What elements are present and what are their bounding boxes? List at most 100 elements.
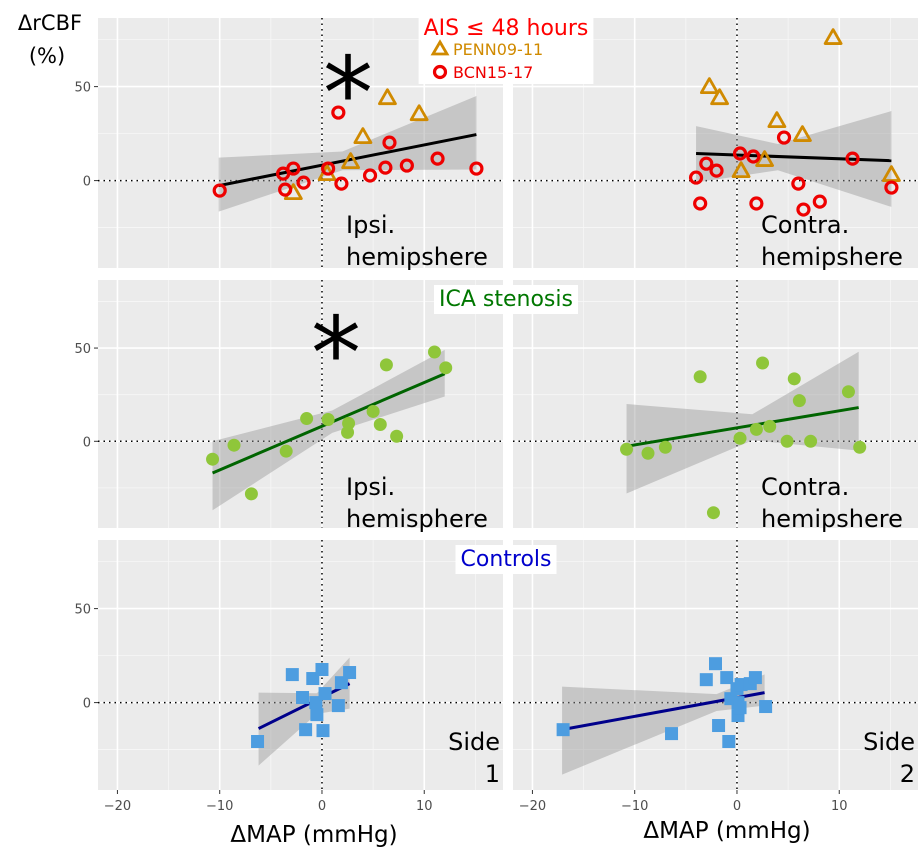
data-point	[763, 419, 777, 433]
data-point	[720, 671, 734, 685]
data-point	[746, 149, 761, 164]
data-point	[212, 183, 227, 198]
data-point	[706, 506, 720, 520]
data-point	[315, 663, 329, 677]
row-title-box	[455, 545, 557, 574]
legend-marker	[430, 39, 450, 56]
data-point	[378, 88, 397, 106]
data-point	[331, 105, 346, 120]
marks: Ipsi. hemipshere * Contra. hemipshere AIS ≤ 4…	[206, 14, 915, 788]
confidence-band	[218, 96, 477, 212]
data-point	[665, 727, 679, 741]
data-point	[641, 446, 655, 460]
panel-annotation: Ipsi.	[346, 211, 395, 239]
data-point	[296, 175, 311, 190]
data-point	[353, 127, 373, 145]
data-point	[853, 440, 867, 454]
data-point	[796, 202, 811, 217]
data-point	[341, 152, 361, 170]
y-tick-label: 0	[83, 435, 91, 450]
panel-annotation: Contra.	[761, 473, 849, 501]
data-point	[748, 671, 762, 685]
confidence-band	[626, 351, 859, 494]
data-point	[699, 77, 719, 95]
data-point	[791, 176, 806, 191]
data-point	[427, 345, 441, 359]
data-point	[793, 125, 812, 142]
data-point	[688, 170, 704, 185]
x-tick-label: −20	[519, 799, 546, 814]
data-point	[709, 657, 722, 671]
data-point	[693, 196, 708, 211]
panel-annotation: 1	[485, 760, 500, 788]
confidence-band	[696, 111, 892, 207]
data-point	[321, 161, 336, 176]
significance-asterisk: *	[323, 35, 373, 152]
x-tick-label: 10	[416, 799, 433, 814]
data-point	[379, 358, 393, 372]
y-tick-label: 0	[83, 175, 91, 190]
data-point	[469, 161, 484, 176]
data-point	[334, 176, 349, 191]
data-point	[286, 161, 301, 176]
data-point	[709, 163, 724, 178]
y-tick-label: 50	[74, 603, 91, 618]
data-point	[382, 135, 397, 150]
confidence-band	[562, 674, 765, 775]
row-title: Controls	[461, 547, 552, 572]
data-point	[343, 666, 357, 680]
data-point	[334, 676, 348, 690]
y-axis-label: ΔrCBF	[18, 11, 82, 35]
data-point	[285, 668, 299, 682]
data-point	[749, 196, 764, 211]
panel-annotation: hemisphere	[346, 505, 488, 533]
row-title: AIS ≤ 48 hours	[424, 16, 589, 41]
panel-background	[98, 280, 503, 528]
legend-marker	[432, 64, 448, 80]
data-point	[845, 151, 860, 166]
data-point	[884, 180, 899, 195]
confidence-band	[212, 349, 445, 511]
x-tick-label: 0	[318, 799, 326, 814]
data-point	[378, 160, 393, 175]
panel-annotation: hemipshere	[761, 505, 903, 533]
data-point	[732, 146, 748, 161]
panel-annotation: hemipshere	[761, 243, 903, 271]
panel-annotation: hemipshere	[346, 243, 488, 271]
data-point	[812, 194, 827, 209]
data-point	[823, 28, 843, 45]
data-point	[318, 687, 332, 701]
data-point	[780, 434, 794, 448]
fit-line	[626, 406, 859, 448]
data-point	[712, 719, 726, 733]
data-point	[722, 735, 736, 749]
data-point	[733, 431, 747, 445]
data-point	[699, 673, 713, 687]
data-point	[749, 422, 763, 436]
y-tick-label: 50	[74, 342, 91, 357]
data-point	[227, 438, 241, 452]
data-point	[331, 699, 345, 713]
data-point	[373, 418, 387, 432]
row-title-box	[434, 285, 578, 314]
legend-label: PENN09-11	[453, 40, 543, 59]
data-point	[699, 156, 714, 171]
data-point	[733, 701, 747, 715]
y-tick-label: 0	[83, 697, 91, 712]
data-point	[316, 724, 330, 738]
x-tick-label: −10	[621, 799, 648, 814]
data-point	[399, 158, 414, 173]
data-point	[804, 434, 818, 448]
data-point	[366, 404, 380, 418]
x-axis-label: ΔMAP (mmHg)	[230, 822, 397, 848]
x-tick-label: 10	[831, 799, 848, 814]
data-point	[310, 708, 324, 722]
data-point	[296, 691, 310, 705]
x-tick-label: −20	[104, 799, 131, 814]
data-point	[362, 168, 378, 183]
data-point	[556, 723, 570, 737]
panel-background	[98, 540, 503, 790]
data-point	[342, 416, 356, 430]
y-axis-label: (%)	[29, 44, 65, 68]
